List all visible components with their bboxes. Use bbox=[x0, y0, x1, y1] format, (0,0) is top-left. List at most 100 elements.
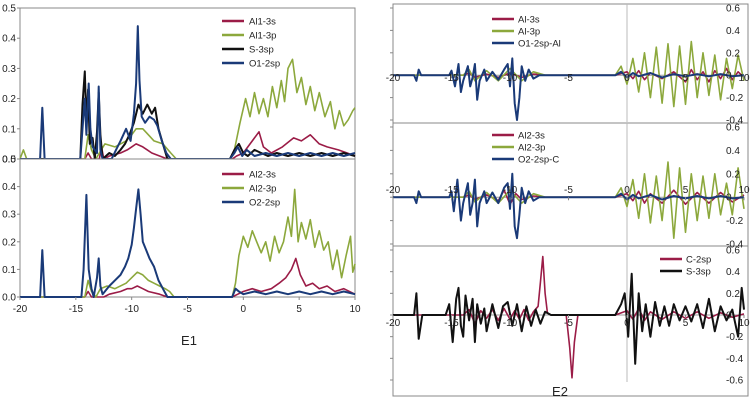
y-tick-label: 0.6 bbox=[726, 123, 740, 134]
x-tick-label: -15 bbox=[69, 304, 84, 315]
legend-label: Al1-3s bbox=[249, 17, 276, 28]
chart-e2-top: -20 -15 -10 -5 0 5 10 -0.4 -0.2 0 0.2 0.4 0.6 Al-3s … bbox=[386, 4, 750, 127]
plot-frame bbox=[19, 158, 356, 298]
legend-label: Al2-3p bbox=[249, 184, 276, 195]
legend-label: Al2-3s bbox=[518, 131, 545, 142]
x-tick-label: -5 bbox=[564, 73, 573, 84]
legend: Al1-3s Al1-3p S-3sp O1-2sp bbox=[222, 17, 280, 70]
series-line-al2-3s bbox=[393, 189, 745, 205]
legend-label: S-3sp bbox=[249, 45, 274, 56]
legend-label: Al1-3p bbox=[249, 31, 276, 42]
legend-entry: Al2-3s bbox=[492, 131, 545, 142]
y-tick-label: 0.2 bbox=[2, 94, 16, 105]
y-tick-label: 0.2 bbox=[726, 169, 740, 180]
x-tick-label: 5 bbox=[296, 304, 302, 315]
x-tick-label: -20 bbox=[386, 185, 401, 196]
x-tick-label: 0 bbox=[241, 304, 247, 315]
y-tick-label: 0.3 bbox=[2, 64, 16, 75]
x-tick-label: -20 bbox=[386, 73, 401, 84]
y-tick-label: 0.4 bbox=[726, 267, 740, 278]
x-tick-label: -15 bbox=[444, 185, 459, 196]
x-tick-label: 10 bbox=[738, 318, 750, 329]
legend-entry: O1-2sp-Al bbox=[492, 39, 561, 50]
x-tick-label: 10 bbox=[738, 73, 750, 84]
x-tick-label: 0 bbox=[624, 73, 630, 84]
y-tick-label: 0.5 bbox=[2, 155, 16, 166]
y-tick-label: 0.2 bbox=[726, 289, 740, 300]
y-tick-label: -0.4 bbox=[726, 240, 744, 251]
figure-caption-e2: E2 bbox=[552, 384, 568, 399]
y-tick-label: -0.4 bbox=[726, 354, 744, 365]
y-tick-label: -0.2 bbox=[726, 93, 744, 104]
series-line-al1-3p bbox=[19, 58, 356, 160]
legend-entry: O2-2sp-C bbox=[492, 155, 559, 166]
series-line-s-3sp bbox=[20, 70, 356, 160]
series-line-al2-3p bbox=[20, 188, 356, 298]
x-tick-label: 5 bbox=[683, 73, 689, 84]
legend-entry: Al2-3p bbox=[222, 184, 276, 195]
x-tick-label: -10 bbox=[503, 318, 518, 329]
legend: Al-3s Al-3p O1-2sp-Al bbox=[492, 15, 561, 50]
x-tick-label: 5 bbox=[683, 318, 689, 329]
legend-entry: Al2-3s bbox=[222, 170, 276, 181]
chart-e1-bottom: -20 -15 -10 -5 0 5 10 0.0 0.1 0.2 0.3 0.4 0.5 Al2-3s… bbox=[2, 155, 361, 316]
y-tick-label: 0 bbox=[726, 311, 732, 322]
y-tick-label: 0.4 bbox=[726, 146, 740, 157]
legend: Al2-3s Al2-3p O2-2sp bbox=[222, 170, 280, 209]
y-tick-label: 0.4 bbox=[2, 182, 16, 193]
y-tick-label: 0.0 bbox=[2, 155, 16, 166]
chart-e2-middle: -20 -15 -10 -5 0 5 10 -0.4 -0.2 0 0.2 0.4 0.6 Al2-3s… bbox=[386, 123, 750, 251]
legend: Al2-3s Al2-3p O2-2sp-C bbox=[492, 131, 559, 166]
legend-label: O2-2sp bbox=[249, 198, 280, 209]
legend-entry: O2-2sp bbox=[222, 198, 280, 209]
legend-label: Al2-3p bbox=[518, 143, 545, 154]
legend-entry: Al1-3p bbox=[222, 31, 276, 42]
y-tick-label: 0.3 bbox=[2, 210, 16, 221]
y-tick-label: 0.4 bbox=[726, 26, 740, 37]
chart-e1-top: 0.0 0.1 0.2 0.3 0.4 0.5 Al1-3s Al1-3p S-3sp O… bbox=[2, 4, 356, 166]
x-tick-label: 0 bbox=[624, 185, 630, 196]
y-tick-label: -0.2 bbox=[726, 332, 744, 343]
figure-caption-e1: E1 bbox=[181, 333, 197, 348]
plot-frame bbox=[19, 7, 356, 160]
series-line-o2-2sp-c bbox=[393, 172, 745, 240]
chart-e2-bottom: -20 -15 -10 -5 0 5 10 -0.6 -0.4 -0.2 0 0.2 0.4 0.6 C-… bbox=[386, 246, 750, 387]
legend-label: O1-2sp-Al bbox=[518, 39, 561, 50]
legend-label: C-2sp bbox=[686, 255, 711, 266]
y-tick-label: 0.6 bbox=[726, 4, 740, 15]
y-tick-label: 0.2 bbox=[726, 48, 740, 59]
y-tick-label: -0.4 bbox=[726, 116, 744, 127]
y-tick-label: 0.1 bbox=[2, 124, 16, 135]
series-line-s-3sp bbox=[393, 272, 745, 365]
y-tick-label: 0 bbox=[726, 193, 732, 204]
x-tick-label: -15 bbox=[444, 318, 459, 329]
y-tick-label: 0.0 bbox=[2, 293, 16, 304]
x-tick-label: -5 bbox=[183, 304, 192, 315]
series-line-o1-2sp bbox=[20, 25, 356, 160]
x-tick-label: -10 bbox=[503, 185, 518, 196]
legend-label: S-3sp bbox=[686, 267, 711, 278]
series-line-o2-2sp bbox=[20, 188, 356, 298]
legend-label: O2-2sp-C bbox=[518, 155, 559, 166]
x-tick-label: -15 bbox=[444, 73, 459, 84]
legend: C-2sp S-3sp bbox=[660, 255, 711, 278]
y-tick-label: -0.6 bbox=[726, 376, 744, 387]
legend-entry: S-3sp bbox=[222, 45, 274, 56]
legend-entry: O1-2sp bbox=[222, 59, 280, 70]
y-tick-label: 0 bbox=[726, 71, 732, 82]
series-line-al2-3p bbox=[393, 161, 745, 239]
x-tick-label: -20 bbox=[13, 304, 28, 315]
legend-entry: Al2-3p bbox=[492, 143, 545, 154]
legend-label: O1-2sp bbox=[249, 59, 280, 70]
legend-label: Al2-3s bbox=[249, 170, 276, 181]
x-tick-label: -20 bbox=[386, 318, 401, 329]
series-line-al-3p bbox=[393, 40, 745, 108]
x-tick-label: -10 bbox=[124, 304, 139, 315]
x-tick-label: -5 bbox=[564, 185, 573, 196]
x-tick-label: 5 bbox=[683, 185, 689, 196]
legend-label: Al-3s bbox=[518, 15, 540, 26]
y-tick-label: 0.1 bbox=[2, 265, 16, 276]
x-tick-label: -5 bbox=[564, 318, 573, 329]
legend-entry: S-3sp bbox=[660, 267, 711, 278]
